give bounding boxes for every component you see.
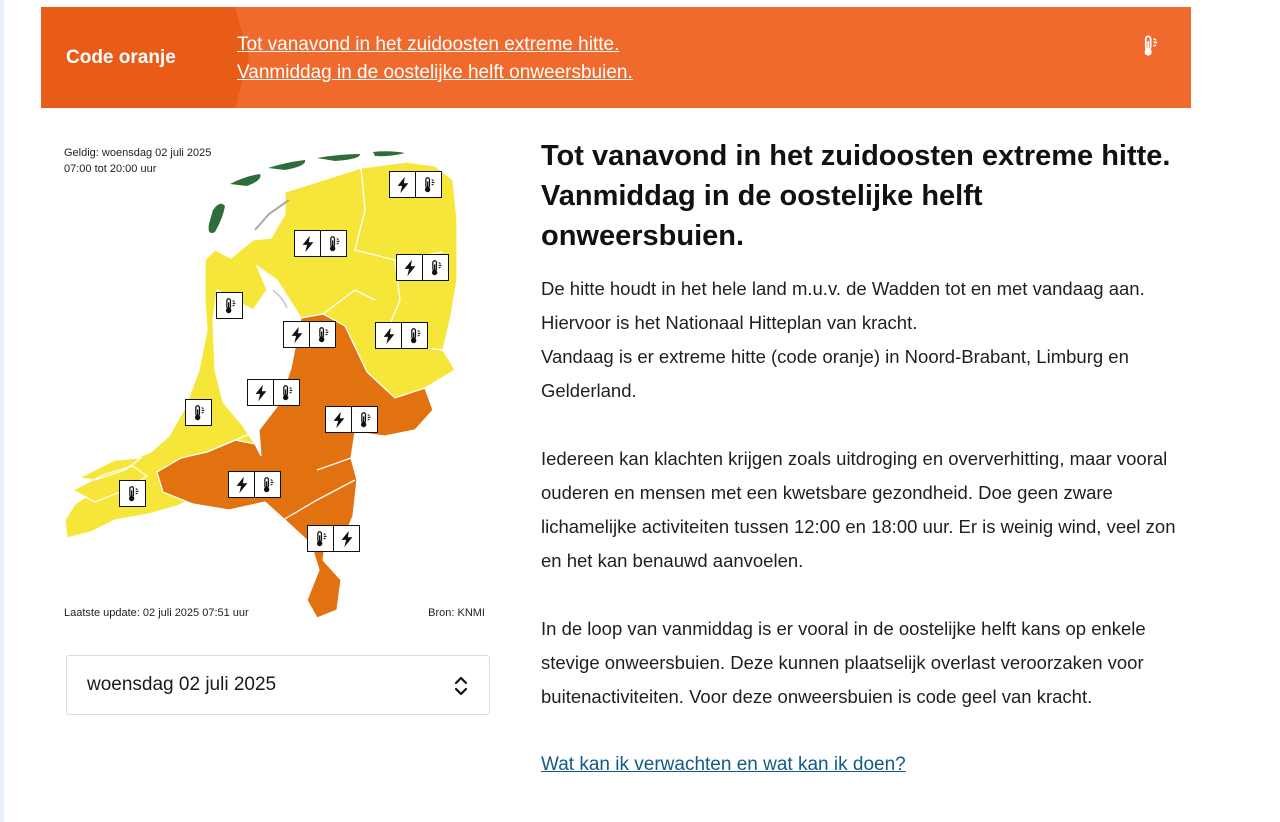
- thermometer-icon: [427, 259, 445, 277]
- wadden-islands: [208, 151, 405, 233]
- page-left-rule: [0, 0, 4, 822]
- map-warning-zeeland[interactable]: [119, 480, 146, 507]
- article-paragraph-2: Iedereen kan klachten krijgen zoals uitd…: [541, 448, 1176, 571]
- thermometer-icon: [124, 485, 142, 503]
- article-title: Tot vanavond in het zuidoosten extreme h…: [541, 140, 1171, 252]
- thermometer-icon: [420, 176, 438, 194]
- thermometer-icon: [325, 235, 343, 253]
- map-warning-friesland[interactable]: [294, 230, 347, 257]
- thermometer-icon: [278, 384, 296, 402]
- lightning-icon: [394, 176, 412, 194]
- article-paragraph-1b: Vandaag is er extreme hitte (code oranje…: [541, 346, 1129, 401]
- date-select-value: woensdag 02 juli 2025: [87, 674, 277, 695]
- article-paragraph-3: In de loop van vanmiddag is er vooral in…: [541, 618, 1146, 707]
- what-to-expect-link[interactable]: Wat kan ik verwachten en wat kan ik doen…: [541, 754, 906, 775]
- map-warning-drenthe[interactable]: [396, 254, 449, 281]
- map-warning-gelderland[interactable]: [325, 406, 378, 433]
- chevron-up-down-icon: [454, 676, 468, 696]
- map-warning-noord-holland[interactable]: [216, 292, 243, 319]
- article-paragraph-1a: De hitte houdt in het hele land m.u.v. d…: [541, 278, 1145, 333]
- thermometer-icon: [312, 530, 330, 548]
- lightning-icon: [380, 327, 398, 345]
- map-warning-noord-brabant[interactable]: [228, 471, 281, 498]
- thermometer-icon: [259, 476, 277, 494]
- article: Tot vanavond in het zuidoosten extreme h…: [541, 136, 1191, 782]
- map-warning-flevoland[interactable]: [283, 321, 336, 348]
- lightning-icon: [233, 476, 251, 494]
- lightning-icon: [299, 235, 317, 253]
- thermometer-icon: [1144, 35, 1158, 56]
- lightning-icon: [401, 259, 419, 277]
- banner-message-heat[interactable]: Tot vanavond in het zuidoosten extreme h…: [237, 34, 620, 55]
- thermometer-icon: [190, 404, 208, 422]
- lightning-icon: [288, 326, 306, 344]
- lightning-icon: [338, 530, 356, 548]
- map-validity-time: 07:00 tot 20:00 uur: [64, 163, 157, 175]
- thermometer-icon: [356, 411, 374, 429]
- map-last-update: Laatste update: 02 juli 2025 07:51 uur: [64, 607, 249, 619]
- thermometer-icon: [221, 297, 239, 315]
- banner-arrow-shape: [219, 7, 249, 108]
- map-validity: Geldig: woensdag 02 juli 2025 07:00 tot …: [64, 145, 211, 177]
- warning-banner[interactable]: Code oranje Tot vanavond in het zuidoost…: [41, 7, 1191, 108]
- zeeland-region: [71, 457, 149, 503]
- banner-message-thunder[interactable]: Vanmiddag in de oostelijke helft onweers…: [237, 62, 633, 83]
- warning-map[interactable]: Geldig: woensdag 02 juli 2025 07:00 tot …: [55, 140, 495, 630]
- map-warning-utrecht[interactable]: [247, 379, 300, 406]
- map-validity-date: Geldig: woensdag 02 juli 2025: [64, 147, 212, 159]
- banner-messages: Tot vanavond in het zuidoosten extreme h…: [237, 31, 633, 87]
- map-warning-limburg[interactable]: [307, 525, 360, 552]
- banner-code-label: Code oranje: [41, 7, 219, 108]
- thermometer-icon: [314, 326, 332, 344]
- lightning-icon: [252, 384, 270, 402]
- map-warning-zuid-holland[interactable]: [185, 399, 212, 426]
- map-warning-groningen[interactable]: [389, 171, 442, 198]
- date-select[interactable]: woensdag 02 juli 2025: [66, 655, 490, 715]
- thermometer-icon: [406, 327, 424, 345]
- netherlands-map: [64, 151, 458, 619]
- map-warning-overijssel[interactable]: [375, 322, 428, 349]
- lightning-icon: [330, 411, 348, 429]
- map-source: Bron: KNMI: [428, 607, 485, 619]
